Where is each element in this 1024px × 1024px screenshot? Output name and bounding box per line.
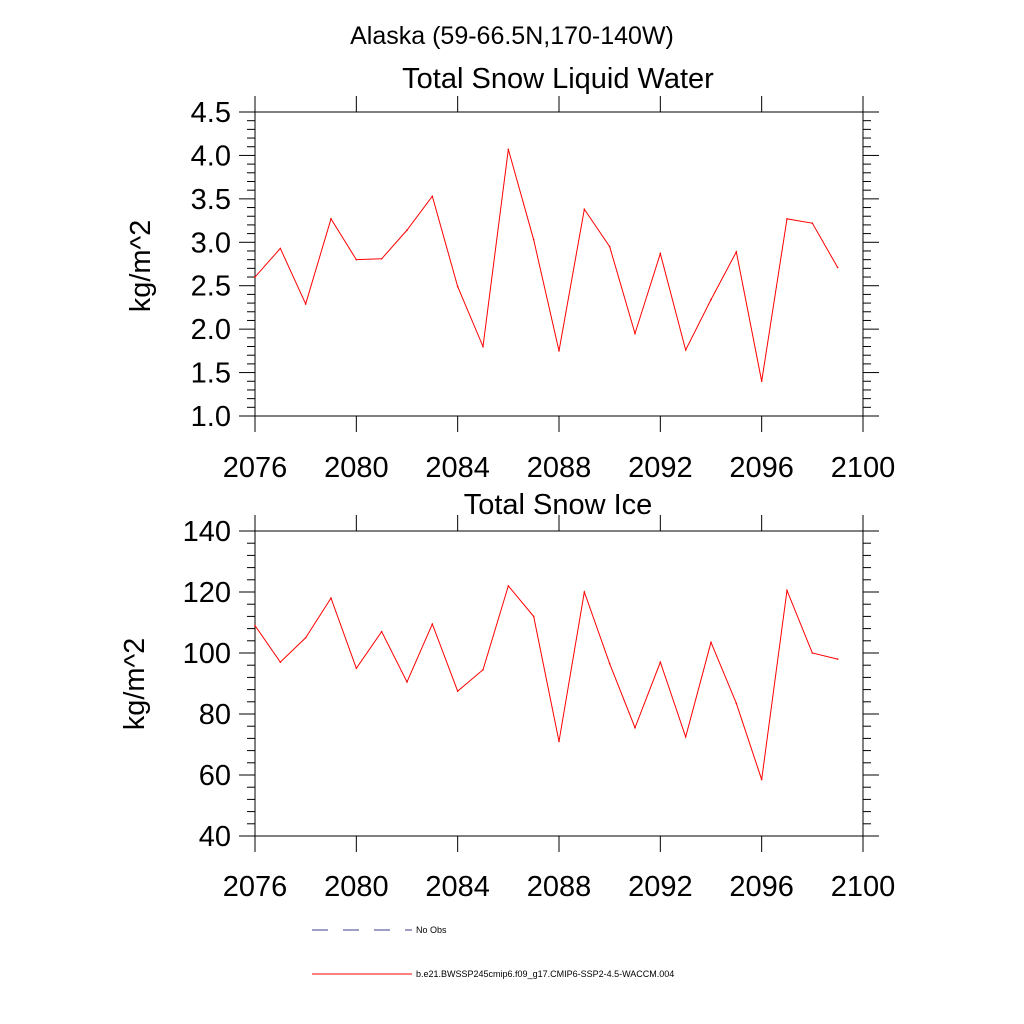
data-point <box>558 350 560 352</box>
x-tick-label: 2092 <box>628 452 693 484</box>
data-point <box>456 285 459 288</box>
data-point <box>558 740 560 743</box>
y-tick-label: 80 <box>199 699 231 731</box>
data-point <box>608 245 611 248</box>
data-point <box>811 652 814 654</box>
data-point <box>684 736 687 738</box>
y-tick-label: 100 <box>183 638 231 670</box>
data-point <box>431 195 434 198</box>
legend: No Obs b.e21.BWSSP245cmip6.f09_g17.CMIP6… <box>312 925 674 979</box>
data-point <box>836 266 839 269</box>
data-point <box>532 615 535 618</box>
data-point <box>684 349 687 351</box>
y-axis-label-liquid-water: kg/m^2 <box>125 220 157 313</box>
x-tick-label: 2100 <box>831 452 896 484</box>
data-point <box>532 238 535 241</box>
data-point <box>456 690 459 692</box>
y-tick-label: 2.5 <box>191 271 231 303</box>
x-tick-label: 2080 <box>324 871 389 903</box>
data-point <box>330 597 332 599</box>
x-tick-label: 2092 <box>628 871 693 903</box>
y-tick-label: 140 <box>183 516 231 548</box>
data-point <box>583 591 586 593</box>
data-point <box>380 630 383 633</box>
legend-label-model: b.e21.BWSSP245cmip6.f09_g17.CMIP6-SSP2-4… <box>416 969 674 979</box>
panel-title-snow-ice: Total Snow Ice <box>464 489 653 521</box>
y-tick-label: 1.5 <box>191 358 231 390</box>
data-point <box>786 218 788 220</box>
series-line <box>254 584 838 780</box>
data-point <box>710 641 712 644</box>
y-tick-label: 4.0 <box>191 140 231 172</box>
panel-title-liquid-water: Total Snow Liquid Water <box>402 63 714 95</box>
x-tick-label: 2076 <box>223 452 288 484</box>
y-tick-label: 4.5 <box>191 97 231 129</box>
data-point <box>634 726 636 729</box>
y-axis-label-snow-ice: kg/m^2 <box>119 638 151 731</box>
y-tick-label: 1.0 <box>191 401 231 433</box>
data-point <box>735 702 738 705</box>
legend-label-no-obs: No Obs <box>416 925 447 935</box>
data-point <box>431 623 434 625</box>
plot-frame <box>254 530 864 837</box>
data-point <box>811 222 814 224</box>
data-point <box>760 778 763 781</box>
data-point <box>482 668 484 671</box>
series-line <box>254 149 839 382</box>
x-tick-label: 2076 <box>223 871 288 903</box>
data-point <box>786 589 788 592</box>
data-point <box>507 585 510 587</box>
x-tick-label: 2096 <box>729 871 794 903</box>
y-tick-label: 120 <box>183 577 231 609</box>
x-tick-label: 2088 <box>527 452 592 484</box>
data-point <box>735 251 738 253</box>
plot-frame <box>254 111 864 417</box>
data-point <box>507 148 510 151</box>
data-point <box>330 218 332 220</box>
data-point <box>304 303 307 305</box>
y-tick-label: 60 <box>199 760 231 792</box>
data-point <box>254 276 256 278</box>
data-point <box>710 298 712 301</box>
data-point <box>634 332 636 335</box>
snow-ice-panel: Total Snow Ice kg/m^2 2076 2080 2084 2088 20… <box>119 489 895 903</box>
y-tick-label: 2.0 <box>191 314 231 346</box>
data-point <box>279 247 282 250</box>
data-point <box>355 258 358 261</box>
data-point <box>279 661 282 663</box>
data-point <box>608 662 611 665</box>
data-point <box>380 257 383 260</box>
data-point <box>355 667 358 670</box>
x-tick-label: 2096 <box>729 452 794 484</box>
x-tick-label: 2100 <box>831 871 896 903</box>
data-point <box>760 380 763 383</box>
data-point <box>304 636 307 639</box>
x-tick-label: 2080 <box>324 452 389 484</box>
y-tick-label: 3.0 <box>191 227 231 259</box>
x-tick-label: 2088 <box>527 871 592 903</box>
x-tick-label: 2084 <box>425 452 490 484</box>
data-point <box>406 681 408 683</box>
data-point <box>583 208 586 211</box>
data-point <box>659 252 662 255</box>
x-tick-label: 2084 <box>425 871 490 903</box>
snow-liquid-water-panel: Total Snow Liquid Water kg/m^2 2076 2080 2… <box>125 63 895 484</box>
data-point <box>406 229 408 231</box>
data-point <box>254 624 256 627</box>
data-point <box>659 661 662 663</box>
data-point <box>482 345 484 348</box>
data-point <box>836 658 839 660</box>
y-tick-label: 3.5 <box>191 184 231 216</box>
y-tick-label: 40 <box>199 821 231 853</box>
figure-title: Alaska (59-66.5N,170-140W) <box>350 22 674 50</box>
